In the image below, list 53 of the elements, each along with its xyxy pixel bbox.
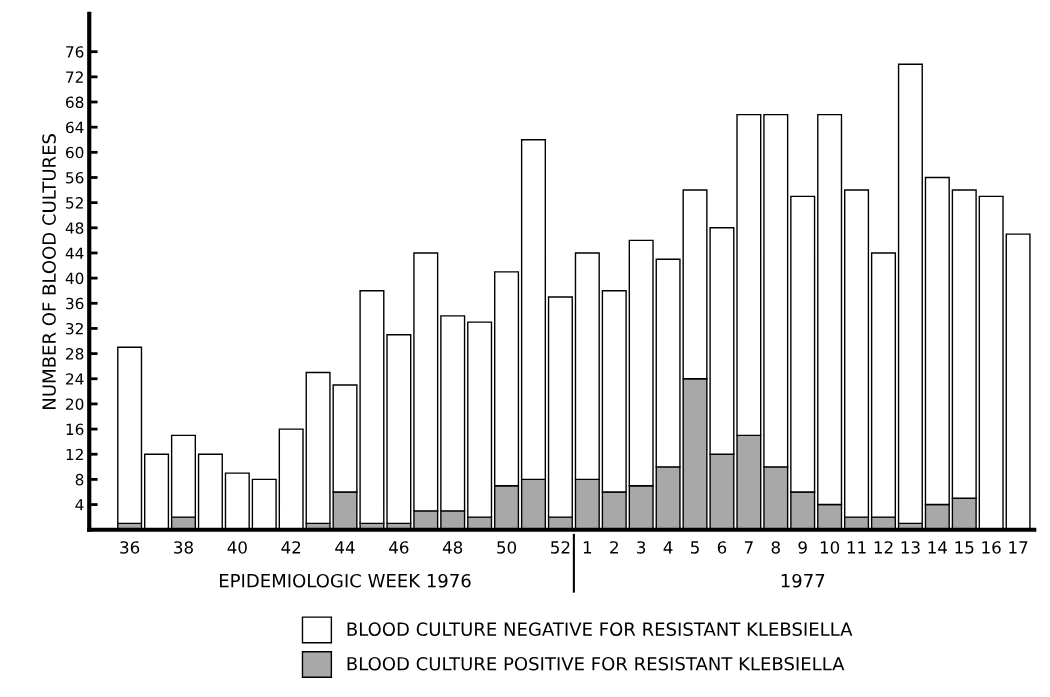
x-tick-label: 46 (389, 541, 409, 554)
bar (117, 346, 143, 525)
y-tick-label: 76 (66, 46, 84, 58)
x-tick-label: 50 (497, 541, 517, 554)
x-tick-label: 52 (551, 541, 570, 554)
x-tick-label: 42 (281, 541, 301, 554)
x-tick-label: 38 (174, 541, 193, 554)
x-tick-label: 10 (820, 541, 840, 554)
y-tick-label: 52 (66, 197, 83, 209)
bar (386, 334, 412, 525)
x-tick-label: 36 (120, 541, 140, 554)
y-tick-label: 4 (75, 499, 84, 511)
y-tick-label: 36 (66, 297, 84, 310)
x-tick-label: 5 (691, 541, 699, 554)
y-tick-label: 32 (66, 322, 83, 335)
x-tick-label: 4 (663, 541, 673, 554)
y-tick-label: 24 (66, 373, 84, 385)
y-tick-label: 40 (65, 272, 84, 285)
x-tick-label: 48 (442, 541, 463, 554)
x-tick-label: 6 (717, 541, 727, 554)
y-tick-label: 72 (66, 71, 83, 83)
y-tick-label: 56 (66, 171, 84, 184)
x-tick-label: 12 (874, 541, 893, 554)
y-tick-label: 68 (66, 96, 84, 109)
legend-label: BLOOD CULTURE POSITIVE FOR RESISTANT KLEBSIELLA (347, 656, 845, 671)
x-tick-label: 7 (744, 541, 753, 554)
y-tick-label: 20 (66, 398, 84, 410)
x-tick-label: 1 (583, 541, 592, 554)
y-tick-label: 8 (75, 473, 84, 486)
x-tick-label: 8 (771, 541, 780, 554)
x-tick-label: 11 (847, 541, 866, 554)
x-tick-label: 3 (637, 541, 646, 554)
y-tick-label: 16 (66, 423, 84, 436)
x-tick-label: 40 (227, 541, 247, 554)
x-axis-title: EPIDEMIOLOGIC WEEK 1976 (220, 573, 471, 588)
legend-label: BLOOD CULTURE NEGATIVE FOR RESISTANT KLEBSIELLA (347, 622, 853, 636)
x-tick-label: 2 (610, 541, 618, 554)
y-axis-title: NUMBER OF BLOOD CULTURES (42, 134, 56, 409)
y-tick-label: 12 (66, 448, 83, 461)
x-tick-label: 9 (798, 541, 807, 554)
y-tick-label: 28 (66, 348, 84, 360)
x-tick-label: 16 (982, 541, 1001, 554)
y-tick-label: 60 (66, 146, 84, 159)
text: 1977 (781, 573, 825, 588)
x-tick-label: 17 (1009, 541, 1028, 554)
x-tick-label: 13 (901, 541, 920, 554)
x-tick-label: 15 (955, 541, 974, 554)
y-tick-label: 48 (65, 222, 84, 234)
y-tick-label: 44 (65, 247, 84, 259)
bar (897, 63, 923, 525)
x-tick-label: 14 (928, 541, 947, 554)
y-tick-label: 64 (66, 121, 84, 134)
x-tick-label: 44 (335, 541, 355, 554)
